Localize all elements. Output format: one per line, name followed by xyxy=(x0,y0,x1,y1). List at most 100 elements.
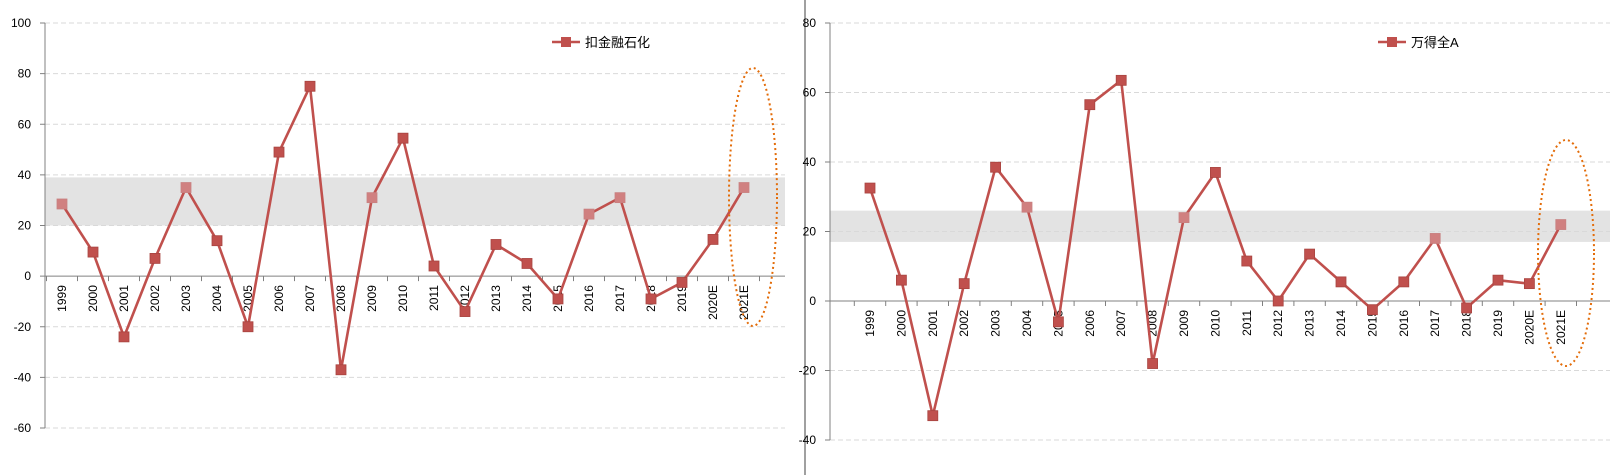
x-tick-label: 2009 xyxy=(1177,310,1191,337)
data-point xyxy=(1272,295,1284,307)
x-tick-label: 2000 xyxy=(86,285,100,312)
legend-marker xyxy=(1387,37,1397,47)
x-tick-label: 2002 xyxy=(148,285,162,312)
data-point xyxy=(149,253,161,264)
y-tick-label: 0 xyxy=(809,294,816,308)
series-line xyxy=(60,84,746,372)
chart-panel-right: -40 -20 0 20 40 60 80 1999 2000 2001 2002 2003 2004 2… xyxy=(799,16,1610,447)
x-tick-label: 2013 xyxy=(1303,310,1317,337)
x-tick-label: 2007 xyxy=(303,285,317,312)
data-point xyxy=(521,258,533,269)
data-point xyxy=(304,80,316,92)
highlight-ellipse xyxy=(1537,139,1595,367)
legend-label: 扣金融石化 xyxy=(585,35,650,50)
x-tick-label: 2006 xyxy=(1083,310,1097,337)
data-point xyxy=(56,198,68,210)
data-point xyxy=(1492,274,1504,286)
highlight-band xyxy=(830,210,1610,242)
data-point xyxy=(864,182,876,194)
data-point xyxy=(366,192,378,204)
x-tick-label: 2012 xyxy=(1271,310,1285,337)
data-point xyxy=(738,182,750,193)
x-tick-label: 2001 xyxy=(926,310,940,337)
data-point xyxy=(490,239,502,250)
data-point xyxy=(707,234,719,245)
data-point xyxy=(583,208,595,220)
y-tick-label: 100 xyxy=(11,16,31,30)
data-point xyxy=(459,306,471,317)
x-tick-label: 2013 xyxy=(489,285,503,312)
data-point xyxy=(1210,167,1221,178)
data-point xyxy=(1461,302,1472,314)
data-point xyxy=(676,277,688,288)
data-point xyxy=(896,274,907,286)
data-point xyxy=(335,364,347,376)
x-tick-label: 2010 xyxy=(1208,310,1222,337)
series-line xyxy=(868,79,1562,417)
data-point xyxy=(180,182,192,193)
x-tick-label: 2001 xyxy=(117,285,131,312)
y-tick-label: -60 xyxy=(14,421,32,435)
x-tick-label: 2007 xyxy=(1114,310,1128,337)
x-tick-label: 2000 xyxy=(894,310,908,337)
x-tick-label: 1999 xyxy=(55,285,69,312)
x-tick-label: 2018 xyxy=(1460,310,1474,337)
data-point xyxy=(1084,99,1096,111)
data-point xyxy=(1304,248,1315,260)
data-point xyxy=(242,321,254,333)
x-tick-label: 2019 xyxy=(675,285,689,312)
data-point xyxy=(552,293,564,305)
y-tick-label: -40 xyxy=(799,433,817,447)
y-tick-label: 20 xyxy=(18,219,32,233)
data-point xyxy=(958,278,970,290)
data-point xyxy=(1178,212,1190,224)
data-point xyxy=(1241,255,1253,267)
legend-label: 万得全A xyxy=(1411,35,1459,50)
x-tick-label: 2015 xyxy=(1365,310,1379,337)
data-point xyxy=(1398,276,1410,288)
data-point xyxy=(1053,316,1064,328)
data-point xyxy=(1524,278,1535,290)
y-tick-label: 80 xyxy=(803,16,817,30)
data-point xyxy=(645,293,657,305)
data-point xyxy=(428,260,440,272)
legend: 万得全A xyxy=(1378,35,1459,50)
legend: 扣金融石化 xyxy=(552,35,650,50)
x-tick-label: 2004 xyxy=(1020,310,1034,337)
data-point xyxy=(1555,219,1567,230)
data-point xyxy=(614,192,626,204)
x-tick-label: 2017 xyxy=(613,285,627,312)
y-tick-label: 20 xyxy=(803,225,817,239)
x-tick-label: 2016 xyxy=(582,285,596,312)
x-tick-label: 2020E xyxy=(706,285,720,320)
x-tick-label: 2020E xyxy=(1522,310,1536,345)
data-point xyxy=(273,146,285,158)
x-tick-label: 2019 xyxy=(1491,310,1505,337)
y-tick-label: -20 xyxy=(14,320,32,334)
y-tick-label: 40 xyxy=(803,155,817,169)
x-tick-label: 2006 xyxy=(272,285,286,312)
y-tick-label: 60 xyxy=(18,117,32,131)
data-point xyxy=(87,246,99,258)
x-tick-label: 2014 xyxy=(1334,310,1348,337)
x-tick-label: 2010 xyxy=(396,285,410,312)
y-tick-label: -40 xyxy=(14,370,32,384)
x-tick-label: 2003 xyxy=(179,285,193,312)
x-tick-label: 2021E xyxy=(1554,310,1568,345)
x-tick-label: 2011 xyxy=(427,285,441,311)
highlight-ellipse xyxy=(728,67,778,327)
data-point xyxy=(1335,276,1347,288)
data-point xyxy=(1367,304,1378,316)
x-tick-label: 2021E xyxy=(737,285,751,320)
x-tick-label: 1999 xyxy=(863,310,877,337)
data-point xyxy=(990,161,1001,173)
y-tick-label: 80 xyxy=(18,67,32,81)
chart-panel-left: -60 -40 -20 0 20 40 60 80 100 1999 2000 2001 2002 200… xyxy=(11,16,785,435)
data-point xyxy=(397,132,409,144)
data-point xyxy=(1147,358,1158,369)
data-point xyxy=(927,410,939,422)
x-tick-label: 2011 xyxy=(1240,310,1254,336)
x-tick-label: 2004 xyxy=(210,285,224,312)
y-tick-label: 0 xyxy=(24,269,31,283)
